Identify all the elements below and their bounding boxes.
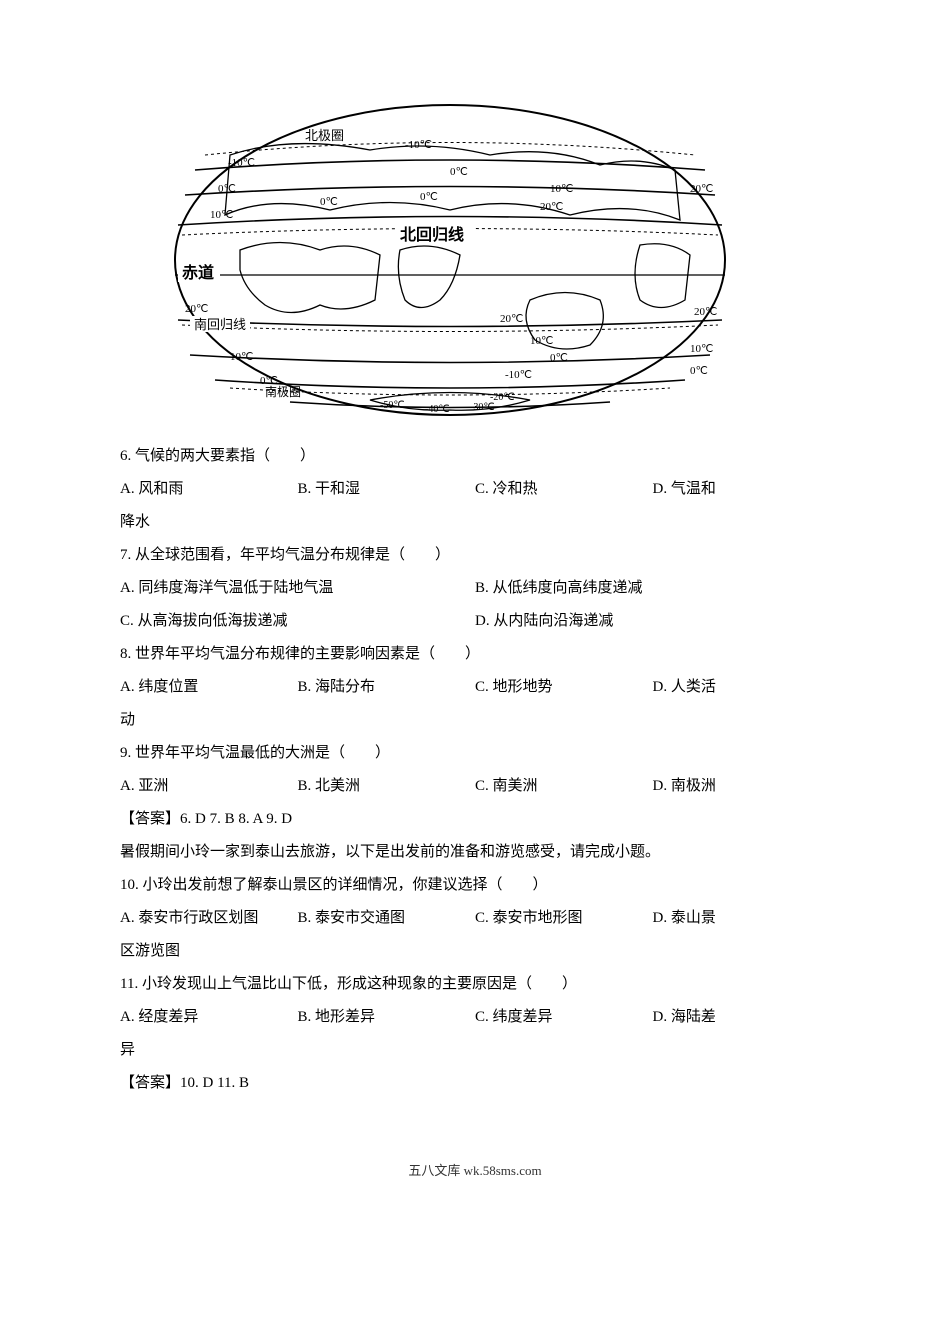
svg-text:0℃: 0℃ <box>320 196 338 208</box>
svg-text:南回归线: 南回归线 <box>194 317 246 332</box>
q7-stem: 7. 从全球范围看，年平均气温分布规律是（ ） <box>120 539 830 572</box>
q8-stem: 8. 世界年平均气温分布规律的主要影响因素是（ ） <box>120 638 830 671</box>
q10-D-cont: 区游览图 <box>120 935 830 968</box>
q7-D: D. 从内陆向沿海递减 <box>475 605 830 638</box>
svg-text:0℃: 0℃ <box>690 365 708 377</box>
exam-page: 北极圈 北回归线 赤道 南回归线 南极圈 -10℃ 0℃ 10℃ 0℃ -10℃… <box>0 0 950 1239</box>
q9-B: B. 北美洲 <box>298 770 476 803</box>
svg-text:10℃: 10℃ <box>690 343 713 355</box>
svg-text:20℃: 20℃ <box>500 313 523 325</box>
q10-A: A. 泰安市行政区划图 <box>120 902 298 935</box>
q9-D: D. 南极洲 <box>653 770 831 803</box>
svg-text:10℃: 10℃ <box>230 351 253 363</box>
q6-D-cont: 降水 <box>120 506 830 539</box>
svg-text:-10℃: -10℃ <box>505 369 532 381</box>
q11-D: D. 海陆差 <box>653 1001 831 1034</box>
q8-A: A. 纬度位置 <box>120 671 298 704</box>
q9-stem: 9. 世界年平均气温最低的大洲是（ ） <box>120 737 830 770</box>
world-isotherm-map: 北极圈 北回归线 赤道 南回归线 南极圈 -10℃ 0℃ 10℃ 0℃ -10℃… <box>170 100 730 420</box>
svg-text:-10℃: -10℃ <box>405 139 432 151</box>
answers-6-9: 【答案】6. D 7. B 8. A 9. D <box>120 803 830 836</box>
q11-D-cont: 异 <box>120 1034 830 1067</box>
svg-text:0℃: 0℃ <box>260 375 278 387</box>
svg-text:10℃: 10℃ <box>210 209 233 221</box>
q10-options: A. 泰安市行政区划图 B. 泰安市交通图 C. 泰安市地形图 D. 泰山景 <box>120 902 830 935</box>
q8-C: C. 地形地势 <box>475 671 653 704</box>
q9-C: C. 南美洲 <box>475 770 653 803</box>
svg-text:0℃: 0℃ <box>218 183 236 195</box>
svg-text:20℃: 20℃ <box>690 183 713 195</box>
q7-options-row1: A. 同纬度海洋气温低于陆地气温 B. 从低纬度向高纬度递减 <box>120 572 830 605</box>
q10-C: C. 泰安市地形图 <box>475 902 653 935</box>
q7-A: A. 同纬度海洋气温低于陆地气温 <box>120 572 475 605</box>
svg-text:-50℃: -50℃ <box>380 400 405 411</box>
svg-text:0℃: 0℃ <box>450 166 468 178</box>
svg-text:20℃: 20℃ <box>185 303 208 315</box>
q11-C: C. 纬度差异 <box>475 1001 653 1034</box>
q8-D: D. 人类活 <box>653 671 831 704</box>
q9-A: A. 亚洲 <box>120 770 298 803</box>
svg-text:-30℃: -30℃ <box>470 402 495 413</box>
svg-text:0℃: 0℃ <box>420 191 438 203</box>
q8-B: B. 海陆分布 <box>298 671 476 704</box>
q6-B: B. 干和湿 <box>298 473 476 506</box>
q7-B: B. 从低纬度向高纬度递减 <box>475 572 830 605</box>
svg-text:10℃: 10℃ <box>530 335 553 347</box>
page-footer: 五八文库 wk.58sms.com <box>120 1160 830 1179</box>
answers-10-11: 【答案】10. D 11. B <box>120 1067 830 1100</box>
q11-A: A. 经度差异 <box>120 1001 298 1034</box>
q6-C: C. 冷和热 <box>475 473 653 506</box>
q8-options: A. 纬度位置 B. 海陆分布 C. 地形地势 D. 人类活 <box>120 671 830 704</box>
svg-text:10℃: 10℃ <box>550 183 573 195</box>
q10-D: D. 泰山景 <box>653 902 831 935</box>
svg-text:20℃: 20℃ <box>694 306 717 318</box>
q8-D-cont: 动 <box>120 704 830 737</box>
q11-options: A. 经度差异 B. 地形差异 C. 纬度差异 D. 海陆差 <box>120 1001 830 1034</box>
intro-10-11: 暑假期间小玲一家到泰山去旅游，以下是出发前的准备和游览感受，请完成小题。 <box>120 836 830 869</box>
q7-options-row2: C. 从高海拔向低海拔递减 D. 从内陆向沿海递减 <box>120 605 830 638</box>
q6-A: A. 风和雨 <box>120 473 298 506</box>
q9-options: A. 亚洲 B. 北美洲 C. 南美洲 D. 南极洲 <box>120 770 830 803</box>
svg-text:-40℃: -40℃ <box>425 404 450 415</box>
q7-C: C. 从高海拔向低海拔递减 <box>120 605 475 638</box>
svg-text:赤道: 赤道 <box>182 263 214 282</box>
svg-text:北极圈: 北极圈 <box>305 128 344 143</box>
q6-stem: 6. 气候的两大要素指（ ） <box>120 440 830 473</box>
q11-B: B. 地形差异 <box>298 1001 476 1034</box>
svg-text:0℃: 0℃ <box>550 352 568 364</box>
q10-B: B. 泰安市交通图 <box>298 902 476 935</box>
q6-D: D. 气温和 <box>653 473 831 506</box>
svg-text:北回归线: 北回归线 <box>400 225 464 244</box>
q11-stem: 11. 小玲发现山上气温比山下低，形成这种现象的主要原因是（ ） <box>120 968 830 1001</box>
q10-stem: 10. 小玲出发前想了解泰山景区的详细情况，你建议选择（ ） <box>120 869 830 902</box>
q6-options: A. 风和雨 B. 干和湿 C. 冷和热 D. 气温和 <box>120 473 830 506</box>
svg-text:-10℃: -10℃ <box>228 157 255 169</box>
svg-text:20℃: 20℃ <box>540 201 563 213</box>
